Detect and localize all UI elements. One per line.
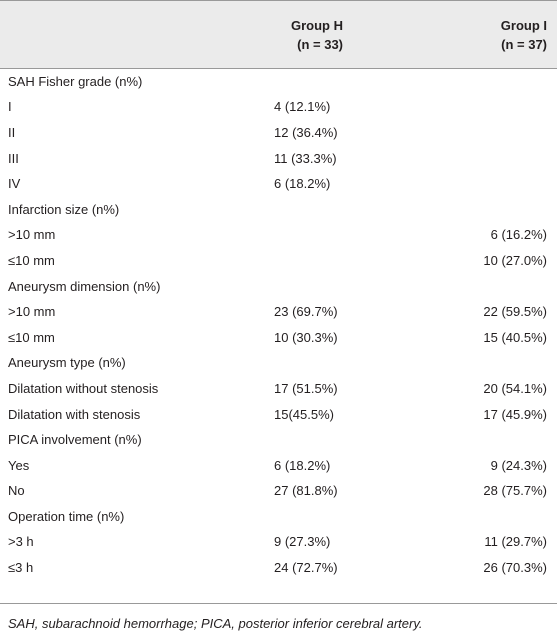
data-table: Group H (n = 33) Group I (n = 37) SAH Fishe… [0,0,557,581]
header-cell: Group I (n = 37) [344,1,557,69]
row-label: Aneurysm dimension (n%) [8,278,161,294]
cell [274,427,344,453]
row-label: >3 h [8,534,34,550]
cell [344,273,557,299]
cell [344,145,557,171]
cell: 17 (51.5%) [274,380,338,396]
row-label: >10 mm [8,227,56,243]
row-label: I [8,99,12,115]
table-row: Yes 6 (18.2%) 9 (24.3%) [0,452,557,478]
group-name: Group H [291,18,343,33]
table-row: Operation time (n%) [0,504,557,530]
group-name: Group I [500,18,547,33]
table-row: >3 h 9 (27.3%) 11 (29.7%) [0,529,557,555]
cell: 27 (81.8%) [274,483,338,499]
table-row: >10 mm 6 (16.2%) [0,222,557,248]
cell [344,427,557,453]
cell [344,350,557,376]
cell: 17 (45.9%) [483,406,547,422]
cell: 9 (24.3%) [490,457,547,473]
table-row: ≤3 h 24 (72.7%) 26 (70.3%) [0,555,557,581]
row-label: Infarction size (n%) [8,201,120,217]
header-row: Group H (n = 33) Group I (n = 37) [0,0,557,69]
cell [344,94,557,120]
cell: 6 (18.2%) [274,176,331,192]
cell: 23 (69.7%) [274,304,338,320]
cell: 9 (27.3%) [274,534,331,550]
cell [274,504,344,530]
table-row: ≤10 mm 10 (30.3%) 15 (40.5%) [0,324,557,350]
header-cell: Group H (n = 33) [274,1,344,69]
table-row: SAH Fisher grade (n%) [0,69,557,95]
header-cell [0,1,274,69]
row-label: >10 mm [8,304,56,320]
cell [344,171,557,197]
cell: 22 (59.5%) [483,304,547,320]
cell [274,248,344,274]
cell [344,69,557,95]
group-count: (n = 37) [501,37,547,52]
table-header: Group H (n = 33) Group I (n = 37) [0,0,557,69]
cell [274,273,344,299]
cell [274,350,344,376]
row-label: Operation time (n%) [8,508,125,524]
table-row: Aneurysm type (n%) [0,350,557,376]
cell: 15 (40.5%) [483,329,547,345]
cell [344,504,557,530]
row-label: ≤3 h [8,560,34,576]
cell: 11 (33.3%) [274,150,337,166]
row-label: ≤10 mm [8,329,55,345]
table-body: SAH Fisher grade (n%) I 4 (12.1%) II 12 (36.… [0,69,557,581]
cell [274,222,344,248]
cell: 6 (18.2%) [274,457,331,473]
row-label: PICA involvement (n%) [8,432,142,448]
row-label: Dilatation without stenosis [8,380,159,396]
cell: 10 (30.3%) [274,329,338,345]
cell: 12 (36.4%) [274,124,338,140]
cell: 15(45.5%) [274,406,334,422]
cell [274,69,344,95]
table-row: PICA involvement (n%) [0,427,557,453]
cell: 10 (27.0%) [483,252,547,268]
footnote: SAH, subarachnoid hemorrhage; PICA, post… [0,603,557,631]
table-row: I 4 (12.1%) [0,94,557,120]
table-row: No 27 (81.8%) 28 (75.7%) [0,478,557,504]
row-label: II [8,124,16,140]
cell: 26 (70.3%) [483,560,547,576]
table-row: III 11 (33.3%) [0,145,557,171]
row-label: Dilatation with stenosis [8,406,141,422]
row-label: No [8,483,25,499]
row-label: IV [8,176,21,192]
row-label: ≤10 mm [8,252,55,268]
cell: 20 (54.1%) [483,380,547,396]
table-row: Dilatation without stenosis 17 (51.5%) 20 … [0,376,557,402]
cell [344,120,557,146]
group-count: (n = 33) [297,37,343,52]
table-row: >10 mm 23 (69.7%) 22 (59.5%) [0,299,557,325]
row-label: III [8,150,19,166]
table-row: ≤10 mm 10 (27.0%) [0,248,557,274]
cell [344,196,557,222]
cell: 11 (29.7%) [484,534,547,550]
row-label: Aneurysm type (n%) [8,355,126,371]
cell: 6 (16.2%) [490,227,547,243]
table-row: II 12 (36.4%) [0,120,557,146]
table-row: Dilatation with stenosis 15(45.5%) 17 (45.… [0,401,557,427]
table-row: Aneurysm dimension (n%) [0,273,557,299]
table-row: Infarction size (n%) [0,196,557,222]
row-label: SAH Fisher grade (n%) [8,74,143,90]
cell [274,196,344,222]
cell: 28 (75.7%) [483,483,547,499]
row-label: Yes [8,457,30,473]
table-row: IV 6 (18.2%) [0,171,557,197]
cell: 4 (12.1%) [274,99,331,115]
cell: 24 (72.7%) [274,560,338,576]
